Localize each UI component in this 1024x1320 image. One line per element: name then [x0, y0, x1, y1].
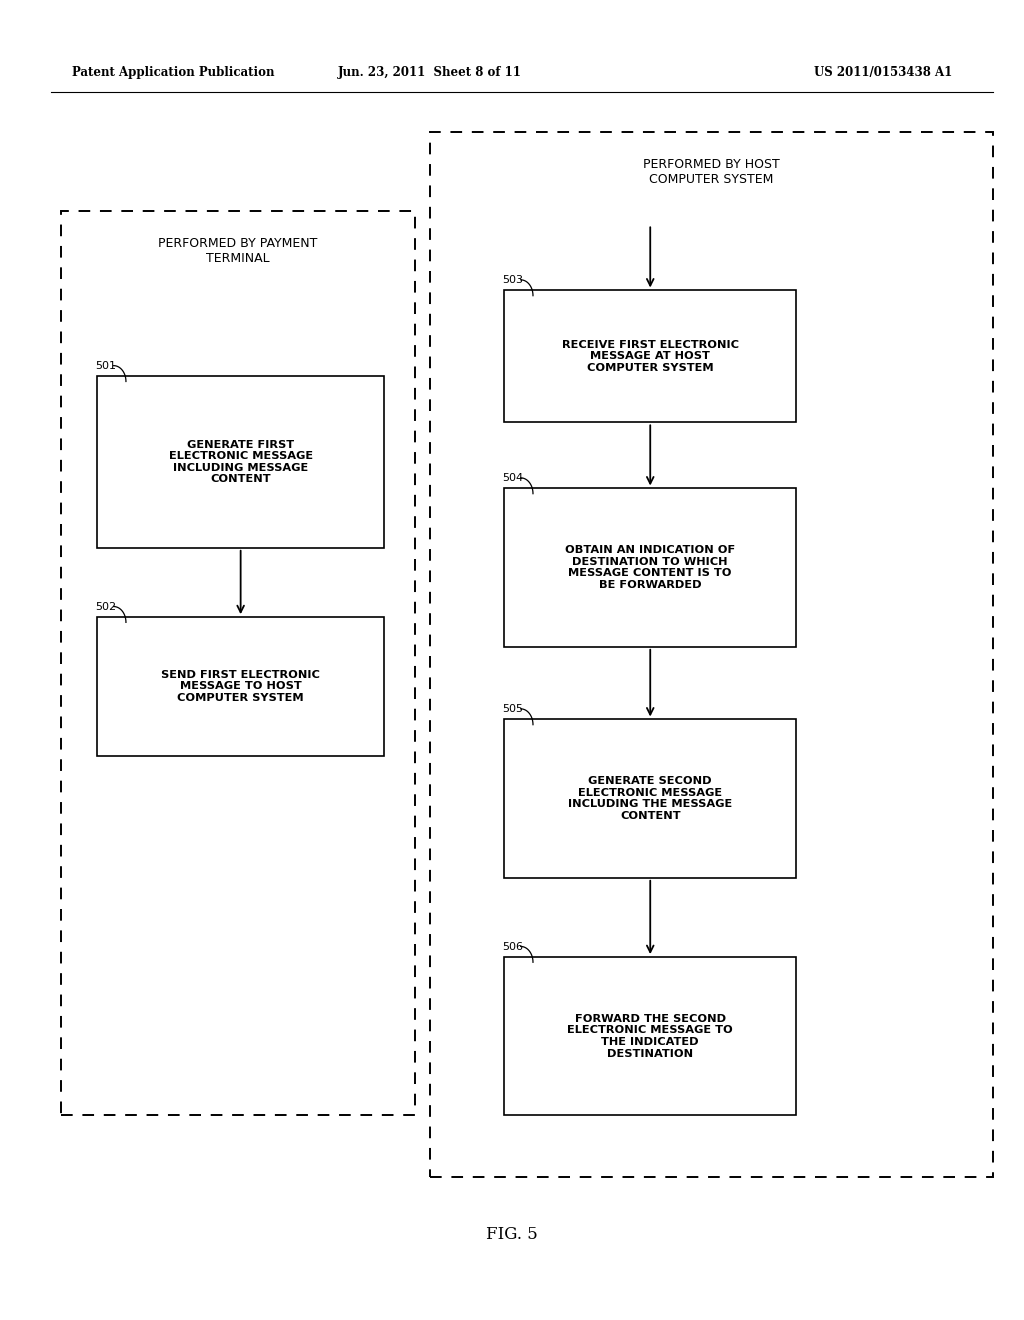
Bar	[97, 618, 384, 755]
Text: US 2011/0153438 A1: US 2011/0153438 A1	[814, 66, 952, 79]
Bar	[505, 488, 797, 647]
Text: GENERATE SECOND
ELECTRONIC MESSAGE
INCLUDING THE MESSAGE
CONTENT: GENERATE SECOND ELECTRONIC MESSAGE INCLU…	[568, 776, 732, 821]
Bar	[97, 376, 384, 548]
Text: FORWARD THE SECOND
ELECTRONIC MESSAGE TO
THE INDICATED
DESTINATION: FORWARD THE SECOND ELECTRONIC MESSAGE TO…	[567, 1014, 733, 1059]
Text: Jun. 23, 2011  Sheet 8 of 11: Jun. 23, 2011 Sheet 8 of 11	[338, 66, 522, 79]
Bar	[430, 132, 993, 1177]
Text: 504: 504	[503, 473, 523, 483]
Text: GENERATE FIRST
ELECTRONIC MESSAGE
INCLUDING MESSAGE
CONTENT: GENERATE FIRST ELECTRONIC MESSAGE INCLUD…	[169, 440, 312, 484]
Bar	[61, 211, 415, 1115]
Text: FIG. 5: FIG. 5	[486, 1226, 538, 1242]
Text: Patent Application Publication: Patent Application Publication	[72, 66, 274, 79]
Text: RECEIVE FIRST ELECTRONIC
MESSAGE AT HOST
COMPUTER SYSTEM: RECEIVE FIRST ELECTRONIC MESSAGE AT HOST…	[562, 339, 738, 374]
Bar	[505, 719, 797, 878]
Text: 505: 505	[503, 704, 523, 714]
Bar	[505, 957, 797, 1115]
Text: PERFORMED BY PAYMENT
TERMINAL: PERFORMED BY PAYMENT TERMINAL	[159, 236, 317, 265]
Text: OBTAIN AN INDICATION OF
DESTINATION TO WHICH
MESSAGE CONTENT IS TO
BE FORWARDED: OBTAIN AN INDICATION OF DESTINATION TO W…	[565, 545, 735, 590]
Text: 503: 503	[503, 275, 523, 285]
Text: PERFORMED BY HOST
COMPUTER SYSTEM: PERFORMED BY HOST COMPUTER SYSTEM	[643, 157, 780, 186]
Bar	[505, 290, 797, 422]
Text: 502: 502	[95, 602, 117, 612]
Text: 501: 501	[95, 360, 117, 371]
Text: 506: 506	[503, 941, 523, 952]
Text: SEND FIRST ELECTRONIC
MESSAGE TO HOST
COMPUTER SYSTEM: SEND FIRST ELECTRONIC MESSAGE TO HOST CO…	[161, 669, 321, 704]
